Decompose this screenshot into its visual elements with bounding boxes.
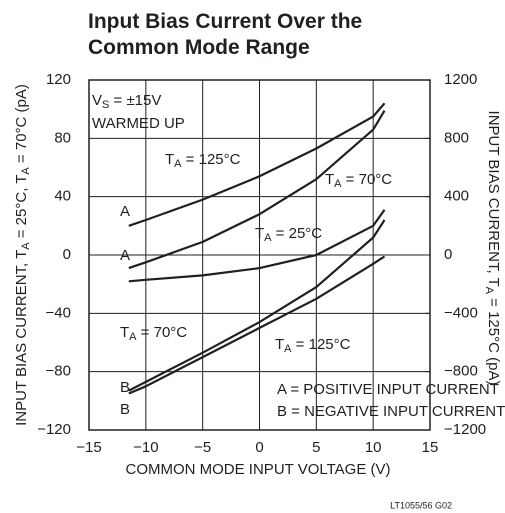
y-tick-label: −80 — [46, 363, 71, 380]
y-tick-label: 80 — [54, 129, 71, 146]
x-tick-label: −5 — [194, 439, 211, 456]
x-tick-label: 0 — [255, 439, 263, 456]
y-axis-label-part: A — [20, 242, 32, 250]
annotation: TA = 125°C — [275, 336, 351, 355]
annotation: A — [120, 247, 130, 264]
x-tick-label: 15 — [422, 439, 439, 456]
curve — [128, 110, 386, 270]
annotation-part: B — [120, 401, 130, 418]
annotation: B = NEGATIVE INPUT CURRENT — [277, 403, 505, 420]
annotation: TA = 70°C — [325, 171, 392, 190]
y-axis-label-part: INPUT BIAS CURRENT, T — [13, 250, 30, 426]
annotation-part: WARMED UP — [92, 115, 185, 132]
annotation-part: A — [120, 247, 130, 264]
y-tick-label: −40 — [46, 304, 71, 321]
annotation: A = POSITIVE INPUT CURRENT — [277, 381, 499, 398]
annotation-part: T — [325, 171, 334, 188]
annotation-part: A = POSITIVE INPUT CURRENT — [277, 381, 499, 398]
y2-tick-label: 1200 — [444, 71, 477, 88]
annotation-part: V — [92, 92, 102, 109]
x-tick-label: −15 — [76, 439, 101, 456]
annotation-part: = 125°C — [182, 151, 241, 168]
annotation: TA = 25°C — [255, 225, 322, 244]
y2-tick-label: −400 — [444, 304, 478, 321]
annotation-part: T — [255, 225, 264, 242]
annotation-part: S — [102, 99, 109, 111]
annotation-part: = ±15V — [109, 92, 161, 109]
y2-tick-label: −1200 — [444, 421, 486, 438]
x-tick-label: −10 — [133, 439, 158, 456]
y2-tick-label: 800 — [444, 129, 469, 146]
y2-axis-label-part: INPUT BIAS CURRENT, T — [485, 111, 502, 287]
y-axis-label-part: = 25°C, T — [13, 175, 30, 243]
annotation-part: = 70°C — [137, 324, 188, 341]
x-tick-label: 5 — [312, 439, 320, 456]
annotation: TA = 70°C — [120, 324, 187, 343]
y2-tick-label: 0 — [444, 246, 452, 263]
footnote: LT1055/56 G02 — [390, 500, 452, 510]
y-axis-label-part: A — [20, 167, 32, 175]
chart-title: Common Mode Range — [88, 36, 310, 59]
annotation-part: B — [120, 379, 130, 396]
x-tick-label: 10 — [365, 439, 382, 456]
y-tick-label: 0 — [63, 246, 71, 263]
y-axis-label-part: = 70°C (pA) — [13, 84, 30, 167]
annotation-part: T — [120, 324, 129, 341]
curve — [128, 209, 386, 283]
plot-frame — [88, 79, 431, 431]
annotation-part: T — [165, 151, 174, 168]
annotation: A — [120, 203, 130, 220]
annotation-part: T — [275, 336, 284, 353]
chart-title: Input Bias Current Over the — [88, 10, 362, 33]
y-tick-label: 40 — [54, 188, 71, 205]
x-axis-label: COMMON MODE INPUT VOLTAGE (V) — [125, 461, 390, 478]
annotation-part: A — [264, 232, 272, 244]
y-tick-label: 120 — [46, 71, 71, 88]
y-tick-label: −120 — [37, 421, 71, 438]
annotation: B — [120, 401, 130, 418]
annotation: WARMED UP — [92, 115, 185, 132]
annotation: B — [120, 379, 130, 396]
annotation-part: A — [174, 158, 182, 170]
y2-tick-label: 400 — [444, 188, 469, 205]
y2-tick-label: −800 — [444, 363, 478, 380]
annotation: TA = 125°C — [165, 151, 241, 170]
annotation-part: A — [120, 203, 130, 220]
curve — [128, 102, 386, 227]
y2-axis-label-part: A — [483, 287, 495, 295]
annotation-part: B = NEGATIVE INPUT CURRENT — [277, 403, 505, 420]
annotation-part: A — [334, 178, 342, 190]
y2-axis-label-part: = 125°C (pA) — [485, 294, 502, 385]
annotation-part: A — [129, 331, 137, 343]
curve — [128, 255, 386, 395]
annotation-part: A — [284, 343, 292, 355]
y2-axis-label: INPUT BIAS CURRENT, TA = 125°C (pA) — [483, 111, 502, 386]
annotation-part: = 70°C — [342, 171, 393, 188]
annotation-part: = 125°C — [292, 336, 351, 353]
annotation: VS = ±15V — [92, 92, 161, 111]
annotation-part: = 25°C — [272, 225, 323, 242]
y-axis-label: INPUT BIAS CURRENT, TA = 25°C, TA = 70°C… — [13, 84, 32, 426]
curve — [128, 219, 386, 392]
